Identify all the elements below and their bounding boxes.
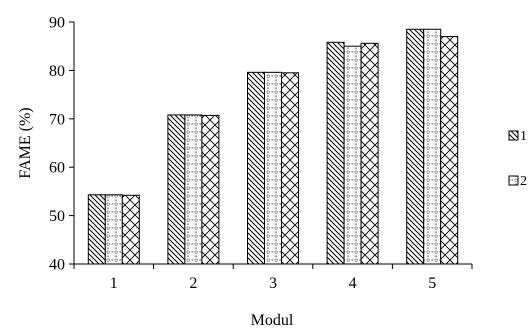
y-tick-label: 50: [49, 208, 65, 225]
bar-series: [87, 28, 459, 265]
y-tick-label: 70: [49, 111, 65, 128]
x-axis-ticks: 1 2 3 4 5: [73, 264, 473, 292]
bar-series-2: [184, 114, 203, 265]
bar-series-3: [281, 72, 299, 265]
bar-series-2: [104, 194, 123, 265]
bar-series-3: [360, 42, 379, 265]
bar-series-3: [121, 194, 140, 265]
legend-swatch: [508, 130, 519, 141]
bar-series-3: [440, 36, 459, 265]
legend: 12: [508, 129, 527, 189]
y-tick-label: 60: [49, 160, 65, 177]
y-axis-ticks: 40 50 60 70 80 90: [49, 15, 74, 274]
y-tick-label: 90: [49, 15, 65, 32]
legend-label: 1: [520, 129, 527, 144]
bar-series-1: [406, 28, 425, 265]
bar-series-3: [201, 114, 220, 265]
bar-series-1: [326, 41, 345, 265]
x-tick-label: 3: [269, 275, 277, 292]
x-tick-label: 1: [110, 275, 118, 292]
bar-series-1: [247, 71, 265, 265]
bar-series-2: [343, 45, 362, 265]
bar-series-2: [264, 71, 282, 265]
x-tick-label: 5: [428, 275, 436, 292]
y-tick-label: 40: [49, 257, 65, 274]
bar-series-1: [167, 114, 186, 265]
legend-swatch: [508, 175, 519, 186]
y-axis-label: FAME (%): [17, 107, 34, 178]
bar-series-2: [423, 28, 442, 265]
bar-series-1: [87, 194, 106, 265]
x-tick-label: 2: [189, 275, 197, 292]
y-tick-label: 80: [49, 63, 65, 80]
x-axis-label: Modul: [251, 312, 294, 329]
legend-label: 2: [520, 174, 527, 189]
x-tick-label: 4: [349, 275, 357, 292]
